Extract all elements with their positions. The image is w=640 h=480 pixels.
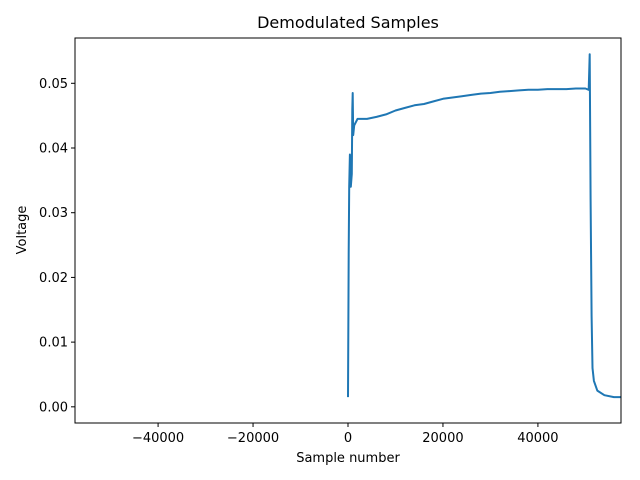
x-axis: −40000 −20000 0 20000 40000: [132, 423, 559, 446]
x-tick-label: 0: [344, 431, 352, 446]
chart-title: Demodulated Samples: [257, 13, 439, 32]
x-axis-label: Sample number: [296, 451, 400, 466]
x-tick-label: 20000: [422, 431, 463, 446]
y-tick-label: 0.00: [39, 400, 68, 415]
plot-area: [74, 37, 622, 424]
y-axis: 0.00 0.01 0.02 0.03 0.04 0.05: [39, 77, 75, 415]
y-tick-label: 0.04: [39, 142, 68, 157]
y-tick-label: 0.05: [39, 77, 68, 92]
y-axis-label: Voltage: [15, 206, 30, 255]
series-layer: [347, 53, 621, 399]
y-tick-label: 0.02: [39, 271, 68, 286]
x-tick-label: 40000: [517, 431, 558, 446]
y-tick-label: 0.03: [39, 206, 68, 221]
series-line: [347, 53, 621, 399]
y-tick-label: 0.01: [39, 336, 68, 351]
x-tick-label: −20000: [227, 431, 279, 446]
x-tick-label: −40000: [132, 431, 184, 446]
